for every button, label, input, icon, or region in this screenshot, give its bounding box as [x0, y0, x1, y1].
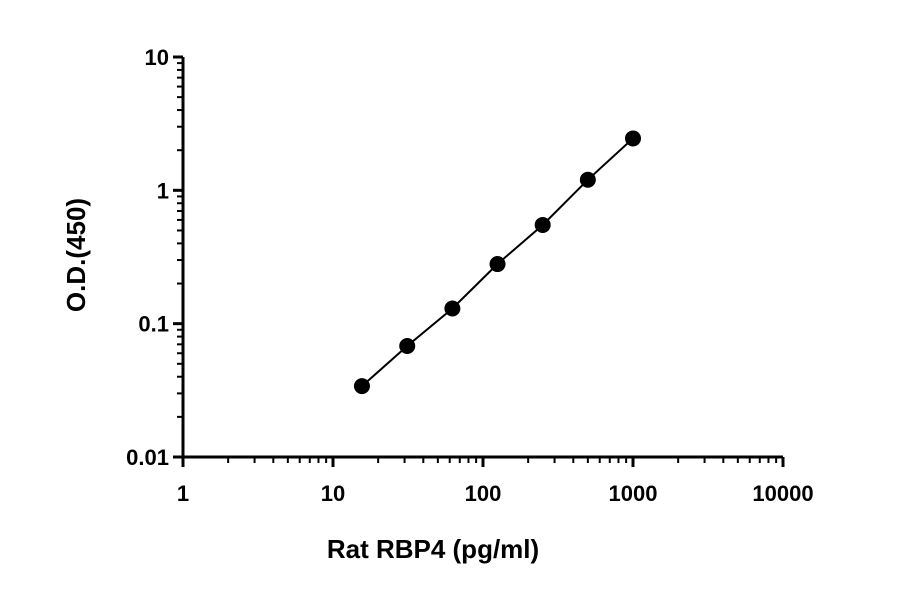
y-axis-ticks: 0.01 0.1 1 10 [126, 45, 183, 470]
x-axis-ticks: 1 10 100 1000 10000 [177, 457, 814, 506]
data-point [353, 378, 370, 395]
y-tick-label: 1 [157, 178, 169, 203]
x-tick-label: 1000 [609, 481, 658, 506]
data-points [353, 130, 641, 395]
y-axis-title: O.D.(450) [61, 198, 91, 312]
data-point [399, 337, 416, 354]
data-point [579, 171, 596, 188]
y-tick-label: 0.01 [126, 445, 169, 470]
data-point [489, 256, 506, 273]
x-axis-title: Rat RBP4 (pg/ml) [327, 534, 539, 564]
x-tick-label: 10 [321, 481, 345, 506]
x-tick-label: 100 [465, 481, 502, 506]
data-point [444, 300, 461, 317]
data-point [625, 130, 641, 147]
data-point [534, 216, 551, 233]
y-tick-label: 0.1 [138, 312, 169, 337]
x-tick-label: 1 [177, 481, 189, 506]
y-tick-label: 10 [145, 45, 169, 70]
x-tick-label: 10000 [752, 481, 813, 506]
